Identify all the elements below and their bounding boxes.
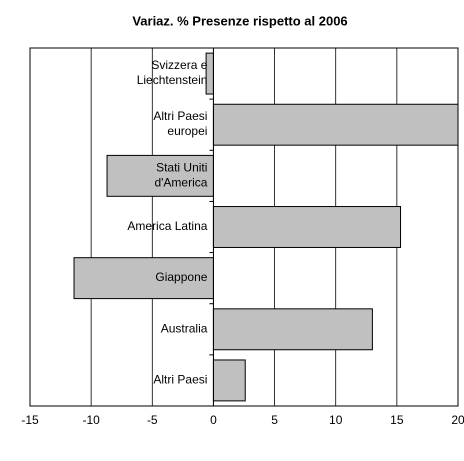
category-label-line: europei — [167, 124, 207, 138]
category-label: Svizzera e Liechtenstein — [137, 58, 208, 87]
bar — [212, 103, 459, 146]
category-label-line: Giappone — [155, 270, 207, 284]
x-tick-label: -15 — [21, 413, 39, 427]
x-tick-label: 0 — [210, 413, 217, 427]
bar — [73, 257, 214, 300]
category-label: America Latina — [127, 219, 207, 233]
category-label-line: Svizzera e — [151, 58, 207, 72]
category-label: Stati Uniti d'America — [154, 161, 207, 190]
category-label: Altri Paesi — [153, 373, 207, 387]
category-label-line: America Latina — [127, 219, 207, 233]
x-tick-label: 15 — [390, 413, 404, 427]
category-label-line: Altri Paesi — [153, 373, 207, 387]
bar — [212, 308, 373, 351]
category-label-line: Altri Paesi — [153, 109, 207, 123]
x-tick-label: 10 — [329, 413, 343, 427]
x-tick-label: 20 — [451, 413, 464, 427]
category-label-line: d'America — [154, 176, 207, 190]
x-tick-label: -5 — [147, 413, 158, 427]
bar — [212, 206, 402, 248]
x-tick-label: 5 — [271, 413, 278, 427]
category-label: Altri Paesi europei — [153, 109, 207, 138]
category-label: Giappone — [155, 270, 207, 284]
category-label-line: Stati Uniti — [156, 161, 207, 175]
category-label-line: Liechtenstein — [137, 73, 208, 87]
bar — [212, 359, 246, 402]
bar — [106, 154, 214, 197]
chart-title: Variaz. % Presenze rispetto al 2006 — [132, 13, 347, 28]
x-tick-label: -10 — [82, 413, 100, 427]
category-label-line: Australia — [161, 321, 208, 335]
category-label: Australia — [161, 321, 208, 335]
